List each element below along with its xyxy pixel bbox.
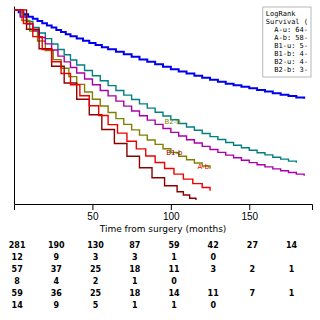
- at-risk-value: 1: [132, 301, 138, 310]
- at-risk-value: 18: [129, 289, 141, 298]
- at-risk-value: 0: [171, 277, 177, 286]
- at-risk-value: 18: [129, 265, 141, 274]
- y-axis-line: [14, 7, 15, 205]
- curve-label: B1-b: [166, 149, 183, 157]
- x-tick-mark: [249, 204, 250, 210]
- at-risk-value: 59: [12, 289, 24, 298]
- text-box-line: B1-u: 5-: [266, 42, 308, 50]
- survival-line: [14, 10, 196, 200]
- at-risk-value: 9: [54, 253, 60, 262]
- at-risk-value: 0: [210, 253, 216, 262]
- text-box-line: B1-b: 4-: [266, 50, 308, 58]
- at-risk-value: 5: [93, 301, 99, 310]
- at-risk-value: 37: [51, 265, 62, 274]
- x-tick: 100: [163, 204, 180, 222]
- at-risk-value: 1: [132, 277, 138, 286]
- at-risk-value: 2: [250, 265, 256, 274]
- x-tick: 150: [241, 204, 258, 222]
- at-risk-value: 25: [90, 265, 102, 274]
- y-axis: [14, 7, 15, 205]
- curve-label: A-b: [198, 163, 210, 171]
- chart: 50100150B2-bB1-bA-bLogRankSurvival ( A-u…: [0, 0, 320, 320]
- at-risk-value: 1: [289, 265, 295, 274]
- at-risk-value: 0: [210, 301, 216, 310]
- text-box-line: B2-b: 3-: [266, 66, 308, 74]
- text-box: LogRankSurvival ( A-u: 64- A-b: 58- B1-u…: [263, 7, 311, 77]
- x-tick-mark: [171, 204, 172, 210]
- at-risk-value: 25: [90, 289, 102, 298]
- plot: 50 100 150 B2-b B1-b A-b LogRankSurvival ( A-u…: [14, 7, 313, 223]
- text-box-line: A-u: 64-: [266, 26, 308, 34]
- at-risk-value: 1: [289, 289, 295, 298]
- at-risk-value: 57: [12, 265, 23, 274]
- text-box-text: LogRankSurvival ( A-u: 64- A-b: 58- B1-u…: [266, 10, 308, 74]
- at-risk-value: 3: [93, 253, 99, 262]
- x-axis: 50 100 150: [15, 204, 313, 222]
- at-risk-value: 14: [168, 289, 180, 298]
- at-risk-value: 190: [48, 241, 65, 250]
- x-tick-label: 150: [241, 211, 258, 222]
- at-risk-value: 281: [9, 241, 26, 250]
- x-tick-label: 100: [163, 211, 180, 222]
- x-axis-title: Time from surgery (months): [99, 224, 227, 234]
- at-risk-value: 9: [54, 301, 60, 310]
- at-risk-value: 4: [54, 277, 60, 286]
- at-risk-value: 11: [168, 265, 180, 274]
- at-risk-value: 7: [250, 289, 256, 298]
- x-tick-mark: [92, 204, 93, 210]
- x-axis-line: [15, 205, 313, 211]
- at-risk-value: 14: [286, 241, 298, 250]
- at-risk-value: 1: [171, 253, 177, 262]
- at-risk-table: 2811901308759422714129331057372518113218…: [9, 241, 298, 310]
- text-box-line: B2-u: 4-: [266, 58, 308, 66]
- at-risk-value: 2: [93, 277, 99, 286]
- survival-line: [14, 10, 210, 169]
- at-risk-value: 87: [129, 241, 140, 250]
- lines: [14, 10, 304, 200]
- survival-line: [14, 10, 210, 191]
- text-box-line: A-b: 58-: [266, 34, 308, 42]
- text-box-line: Survival (: [266, 18, 308, 26]
- text-box-frame: [263, 7, 311, 77]
- at-risk-value: 8: [14, 277, 20, 286]
- at-risk-value: 27: [247, 241, 258, 250]
- at-risk-value: 3: [210, 265, 216, 274]
- curve-label: B2-b: [165, 118, 182, 126]
- at-risk-value: 59: [168, 241, 180, 250]
- at-risk-value: 1: [171, 301, 177, 310]
- at-risk-value: 42: [208, 241, 219, 250]
- at-risk-value: 3: [132, 253, 138, 262]
- at-risk-value: 11: [208, 289, 220, 298]
- at-risk-value: 12: [12, 253, 23, 262]
- at-risk-value: 130: [87, 241, 104, 250]
- text-box-line: LogRank: [266, 10, 296, 18]
- x-tick-label: 50: [87, 211, 99, 222]
- survival-line: [14, 10, 304, 176]
- x-tick: 50: [87, 204, 99, 222]
- at-risk-value: 36: [51, 289, 63, 298]
- at-risk-value: 14: [12, 301, 24, 310]
